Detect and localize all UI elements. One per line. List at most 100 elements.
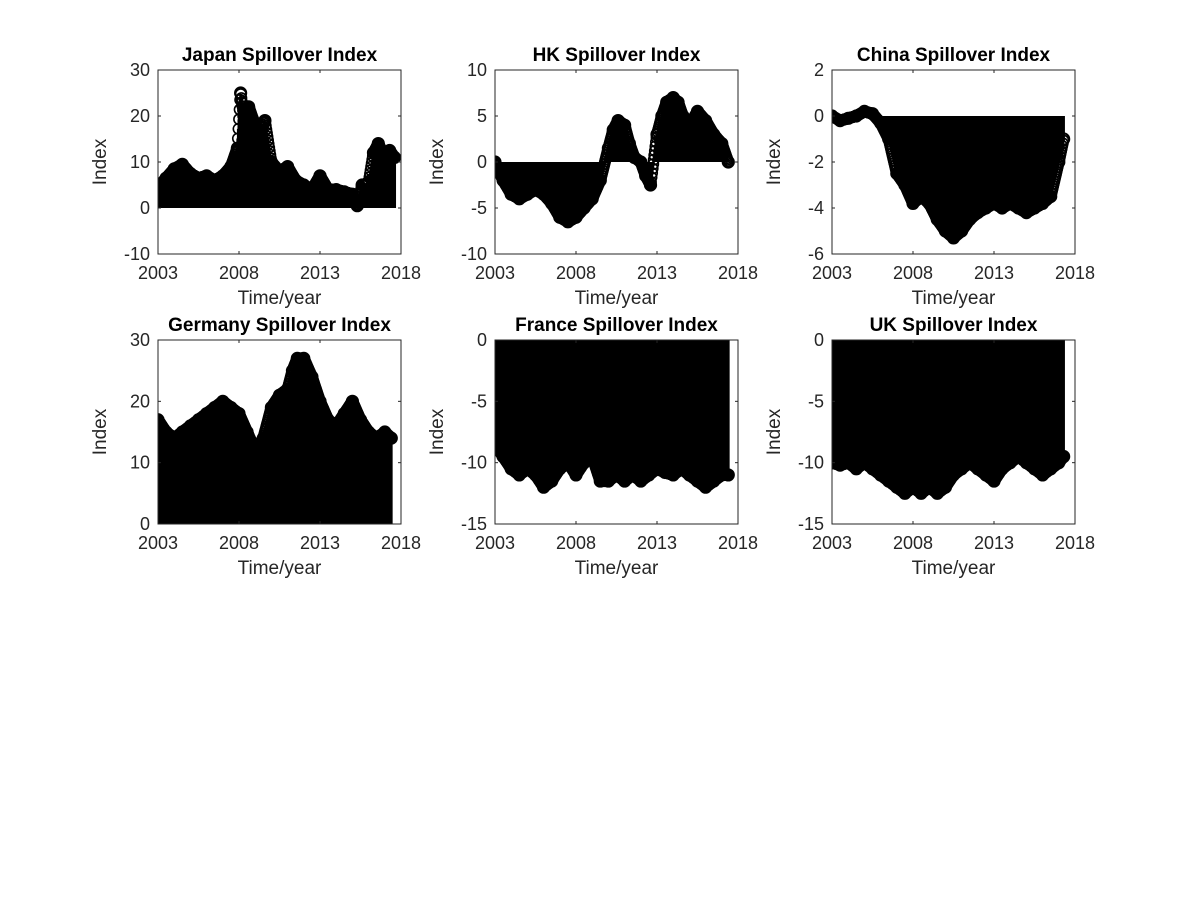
x-tick-label: 2003	[812, 263, 852, 283]
x-tick-label: 2018	[381, 533, 421, 553]
data-point	[158, 180, 165, 194]
x-tick-label: 2013	[300, 263, 340, 283]
y-tick-label: -6	[808, 244, 824, 264]
data-point	[553, 462, 567, 476]
data-point	[642, 468, 656, 482]
data-point	[618, 474, 632, 488]
data-point	[242, 100, 256, 114]
data-point	[1044, 189, 1058, 204]
data-point	[313, 169, 327, 183]
panel-title: France Spillover Index	[515, 315, 718, 336]
data-point	[882, 132, 896, 146]
data-point	[208, 400, 222, 415]
data-point	[545, 196, 559, 210]
data-point	[216, 169, 230, 183]
data-point	[496, 173, 510, 187]
data-point	[159, 425, 173, 439]
data-point	[609, 468, 624, 482]
data-point	[345, 394, 359, 408]
data-point	[626, 468, 640, 482]
data-point	[158, 413, 165, 427]
data-point	[297, 351, 311, 365]
x-tick-label: 2008	[556, 533, 596, 553]
data-point	[232, 407, 246, 421]
data-point	[930, 212, 944, 227]
data-point	[841, 111, 855, 125]
data-point	[674, 462, 688, 476]
data-point	[200, 407, 214, 421]
plot-area	[158, 86, 401, 213]
data-point	[281, 160, 295, 174]
y-axis-label: Index	[427, 138, 448, 185]
data-point	[495, 155, 502, 169]
y-tick-label: 0	[814, 106, 824, 126]
data-point	[370, 431, 384, 445]
data-point	[512, 468, 526, 482]
data-point	[355, 178, 369, 192]
y-tick-label: 30	[130, 60, 150, 80]
x-axis-label: Time/year	[238, 288, 322, 309]
data-point	[938, 224, 953, 238]
data-point	[175, 425, 189, 439]
data-point	[321, 183, 335, 197]
data-point	[658, 465, 672, 480]
data-point	[914, 189, 928, 204]
data-point	[362, 176, 376, 190]
data-point	[224, 160, 238, 174]
data-point	[561, 456, 575, 470]
data-point	[290, 351, 304, 365]
x-tick-label: 2003	[138, 533, 178, 553]
data-point	[890, 166, 904, 181]
y-tick-label: -10	[461, 244, 487, 264]
data-point	[329, 419, 343, 433]
y-axis-label: Index	[90, 408, 111, 455]
data-point	[159, 171, 173, 185]
data-point	[353, 413, 368, 427]
x-tick-label: 2008	[893, 263, 933, 283]
x-tick-label: 2008	[556, 263, 596, 283]
data-point	[622, 137, 637, 151]
data-point	[721, 155, 735, 169]
y-tick-label: 10	[130, 453, 150, 473]
data-point	[569, 468, 583, 482]
y-tick-label: 0	[140, 198, 150, 218]
y-tick-label: -15	[461, 514, 487, 534]
y-tick-label: 30	[130, 330, 150, 350]
data-point	[371, 137, 385, 151]
data-point	[329, 183, 343, 197]
data-point	[634, 155, 648, 169]
x-tick-label: 2013	[974, 263, 1014, 283]
data-point	[537, 187, 551, 201]
x-axis-label: Time/year	[238, 558, 322, 579]
data-point	[305, 370, 319, 384]
panel-title: Japan Spillover Index	[182, 45, 378, 66]
data-point	[350, 199, 364, 213]
y-tick-label: 10	[130, 152, 150, 172]
y-tick-label: 20	[130, 106, 150, 126]
x-tick-label: 2018	[718, 263, 758, 283]
data-point	[707, 474, 721, 488]
data-point	[650, 127, 664, 141]
data-point	[1036, 196, 1050, 210]
x-axis-label: Time/year	[912, 288, 996, 309]
plot-area	[158, 351, 398, 524]
data-point	[618, 118, 632, 132]
data-point	[963, 212, 977, 227]
data-point	[666, 468, 680, 482]
data-point	[690, 474, 705, 488]
data-point	[715, 137, 729, 151]
data-point	[671, 95, 685, 109]
data-point	[167, 431, 181, 445]
data-point	[655, 109, 669, 123]
y-tick-label: -5	[471, 198, 487, 218]
data-point	[585, 449, 599, 464]
y-tick-label: 5	[477, 106, 487, 126]
y-tick-label: -10	[461, 453, 487, 473]
panel-title: Germany Spillover Index	[168, 315, 391, 336]
data-point	[955, 224, 969, 238]
data-point	[1052, 155, 1066, 169]
data-point	[496, 449, 510, 464]
panel-title: HK Spillover Index	[533, 45, 701, 66]
y-tick-label: -4	[808, 198, 824, 218]
